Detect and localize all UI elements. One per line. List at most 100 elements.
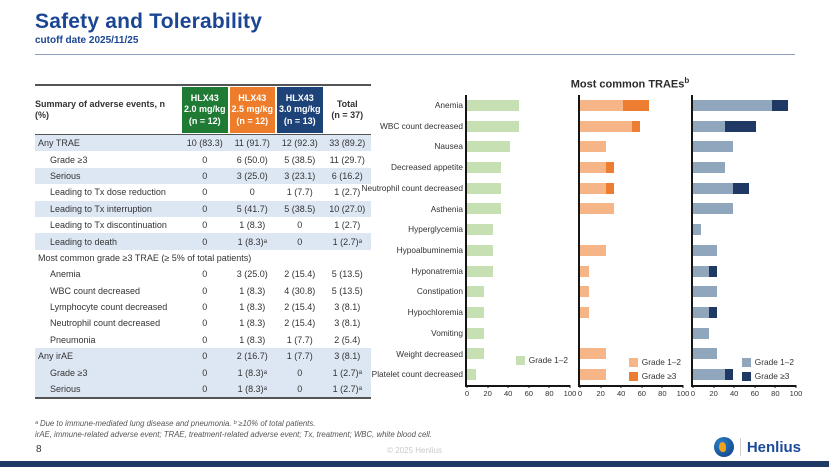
bar-segment-grade12 [580,307,589,319]
bar-segment-grade3plus [732,182,749,194]
x-tick-label: 100 [676,389,690,398]
category-label: Hypoalbuminemia [396,245,463,256]
header-line: 2.5 mg/kg [231,104,273,115]
x-tick-label: 60 [637,389,647,398]
bar-segment-grade3plus [622,99,649,111]
legend-item: Grade 1–2 [628,357,681,367]
x-tick-label: 20 [709,389,718,398]
category-label: Neutrophil count decreased [361,182,463,193]
cell-value: 10 (83.3) [186,138,223,149]
row-label: Leading to death [50,236,118,247]
cell-value: 0 [202,236,208,247]
category-label: Decreased appetite [391,162,463,173]
bar-segment-grade3plus [605,162,615,174]
category-label: Hyponatremia [411,265,463,276]
row-label: Any TRAE [38,138,80,149]
header-line: HLX43 [190,93,219,104]
cell-value: 1 (7.7) [286,334,313,345]
chart-title-text: Most common TRAEs [570,78,685,91]
table-row: Serious 0 1 (8.3)ᵃ 0 1 (2.7)ᵃ [35,380,371,398]
bar-row [693,302,796,323]
cell-value: 1 (2.7) [334,220,361,231]
cell-value: 1 (7.7) [286,351,313,362]
bar-row [467,95,570,116]
x-tick-label: 0 [464,389,470,398]
bar-segment-grade12 [693,369,725,381]
cell-value: 1 (8.3) [239,220,266,231]
cell-value: 1 (2.7)ᵃ [332,367,362,378]
bar-row [580,261,683,282]
x-tick-mark [682,385,684,388]
bar-segment-grade12 [693,265,709,277]
footnote-line-1: ᵃ Due to immune-mediated lung disease an… [35,419,316,428]
cell-value: 6 (50.0) [236,154,268,165]
x-tick-mark [774,385,776,388]
bar-row [467,116,570,137]
bar-segment-grade12 [467,203,502,215]
bar-segment-grade12 [693,244,717,256]
bar-row [467,323,570,344]
legend-swatch [628,357,638,367]
cell-value: 1 (8.3)ᵃ [237,384,267,395]
legend-label: Grade ≥3 [641,371,677,381]
category-label: WBC count decreased [379,120,463,131]
table-row: Grade ≥3 0 6 (50.0) 5 (38.5) 11 (29.7) [35,151,371,167]
x-tick-label: 80 [658,389,667,398]
bar-segment-grade12 [693,224,701,236]
x-tick-label: 80 [771,389,780,398]
x-tick-mark [692,385,694,388]
table-row: Leading to Tx interruption 0 5 (41.7) 5 (38… [35,200,371,217]
legend-item: Grade ≥3 [628,371,681,381]
table-row: Pneumonia 0 1 (8.3) 1 (7.7) 2 (5.4) [35,332,371,348]
bar-segment-grade12 [580,99,623,111]
bar-row [467,136,570,157]
bar-row [693,323,796,344]
bar-row [467,364,570,385]
category-label: Weight decreased [396,348,463,359]
page-number: 8 [36,444,42,455]
header-line: 3.0 mg/kg [278,104,321,115]
header-line: (n = 12) [188,115,221,126]
cell-value: 10 (27.0) [329,203,366,214]
legend-label: Grade 1–2 [754,357,794,367]
cell-value: 5 (13.5) [331,269,363,280]
chart-plot-1 [467,95,570,385]
category-label: Hypochloremia [407,307,463,318]
x-tick-mark [487,385,489,388]
legend-item: Grade ≥3 [741,371,794,381]
x-tick-mark [548,385,550,388]
row-label: Pneumonia [50,334,96,345]
header-line: 2.0 mg/kg [183,104,226,115]
cell-value: 6 (16.2) [331,170,363,181]
bar-row [693,157,796,178]
row-label: Serious [50,170,81,181]
x-tick-label: 20 [483,389,492,398]
legend-swatch [741,357,751,367]
chart-title: Most common TRAEsb [460,76,800,91]
cell-value: 2 (15.4) [284,269,316,280]
bar-segment-grade12 [693,327,709,339]
chart-title-superscript: b [684,76,690,85]
bar-segment-grade12 [693,286,717,298]
row-label: Serious [50,384,81,395]
bar-row [580,116,683,137]
header-line: Total [336,98,358,109]
bar-segment-grade12 [580,286,589,298]
cell-value: 1 (2.7)ᵃ [332,384,362,395]
row-label: Grade ≥3 [50,154,88,165]
page-title: Safety and Tolerability [35,10,263,33]
bar-row [693,344,796,365]
table-row: Any TRAE 10 (83.3) 11 (91.7) 12 (92.3) 33 (8… [35,135,371,152]
bar-row [467,261,570,282]
bar-segment-grade12 [580,265,589,277]
cell-value: 0 [297,367,303,378]
table-row: Leading to Tx discontinuation 0 1 (8.3) 0 1 … [35,217,371,233]
header-line: (n = 13) [283,115,316,126]
cell-value: 5 (38.5) [284,154,316,165]
table-body: Any TRAE 10 (83.3) 11 (91.7) 12 (92.3) 33 (8… [35,135,371,398]
table-row: Leading to Tx dose reduction 0 0 1 (7.7) 1 (… [35,184,371,200]
category-label: Nausea [434,141,463,152]
legend-3: Grade 1–2 Grade ≥3 [741,357,794,381]
cell-value: 1 (8.3)ᵃ [237,367,267,378]
